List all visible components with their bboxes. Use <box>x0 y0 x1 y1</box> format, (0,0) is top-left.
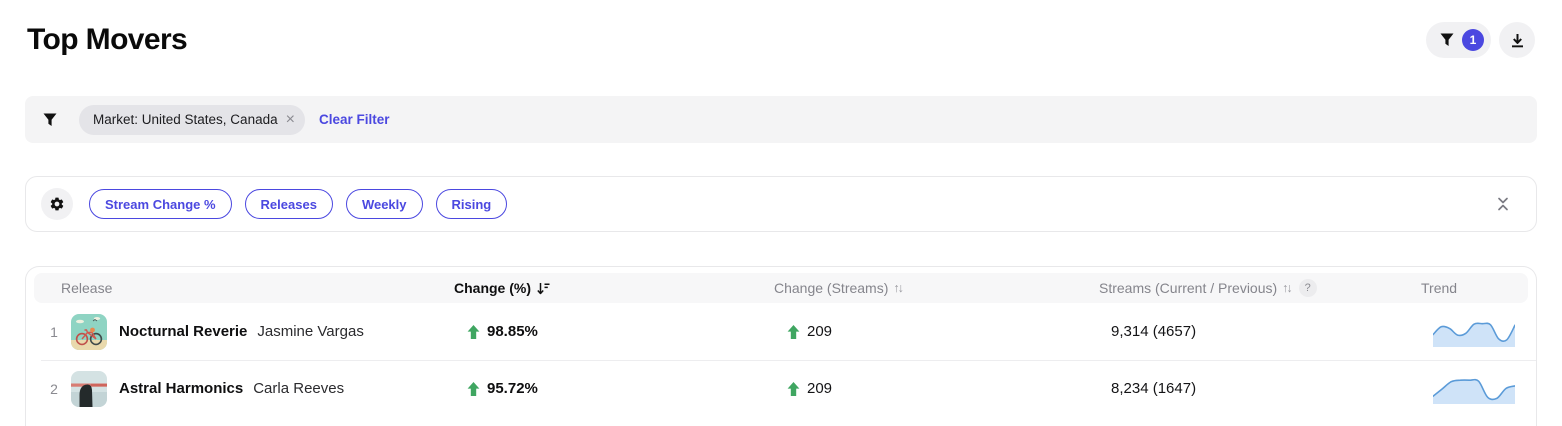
arrow-up-icon <box>466 324 481 340</box>
column-header-streams[interactable]: Streams (Current / Previous) ↑↓ ? <box>1099 279 1421 297</box>
controls-bar: Stream Change % Releases Weekly Rising <box>25 176 1537 232</box>
artist-name[interactable]: Carla Reeves <box>253 380 345 397</box>
streams-value: 8,234 (1647) <box>1111 380 1197 397</box>
clear-filter-link[interactable]: Clear Filter <box>318 112 390 127</box>
filter-pill[interactable]: Releases <box>244 189 333 219</box>
change-pct-cell: 98.85% <box>466 323 786 340</box>
release-cell: 2 Astral Harmonics Carla Reeves <box>46 370 466 407</box>
streams-value: 9,314 (4657) <box>1111 323 1197 340</box>
trend-sparkline <box>1433 378 1515 404</box>
remove-filter-icon[interactable]: × <box>285 110 295 128</box>
release-title[interactable]: Astral Harmonics <box>119 380 244 397</box>
trend-sparkline <box>1433 322 1515 347</box>
filter-toggle-button[interactable]: 1 <box>1426 22 1491 58</box>
sort-toggle-icon[interactable]: ↑↓ <box>1282 281 1292 295</box>
change-streams-cell: 209 <box>786 323 1111 340</box>
album-art[interactable] <box>71 370 107 407</box>
change-pct-cell: 95.72% <box>466 380 786 397</box>
sort-toggle-icon[interactable]: ↑↓ <box>893 281 903 295</box>
market-filter-chip[interactable]: Market: United States, Canada × <box>79 104 305 135</box>
filters-funnel-icon <box>42 112 58 128</box>
rank-number: 2 <box>50 380 58 397</box>
arrow-up-icon <box>466 381 481 397</box>
change-streams-cell: 209 <box>786 380 1111 397</box>
gear-icon <box>49 196 65 212</box>
filter-pill[interactable]: Rising <box>435 189 508 219</box>
help-icon[interactable]: ? <box>1298 279 1317 297</box>
change-streams-value: 209 <box>807 323 833 340</box>
filter-funnel-icon <box>1439 32 1455 48</box>
change-pct-value: 95.72% <box>487 380 538 397</box>
active-filters-bar: Market: United States, Canada × Clear Fi… <box>25 96 1537 143</box>
market-filter-chip-label: Market: United States, Canada <box>93 112 278 127</box>
artist-name[interactable]: Jasmine Vargas <box>257 323 364 340</box>
filter-count-badge: 1 <box>1462 29 1484 51</box>
arrow-up-icon <box>786 381 801 397</box>
collapse-panel-button[interactable] <box>1494 195 1512 213</box>
filter-pill-group: Stream Change % Releases Weekly Rising <box>89 189 1494 219</box>
trend-cell <box>1433 374 1536 404</box>
release-cell: 1 Nocturnal Reverie Jasmine Vargas <box>46 313 466 350</box>
arrow-up-icon <box>786 324 801 340</box>
column-header-change-pct[interactable]: Change (%) <box>454 280 774 296</box>
download-button[interactable] <box>1499 22 1535 58</box>
collapse-vertical-icon <box>1494 195 1512 213</box>
release-title[interactable]: Nocturnal Reverie <box>119 323 248 340</box>
change-streams-value: 209 <box>807 380 833 397</box>
download-icon <box>1509 32 1526 49</box>
sort-descending-icon[interactable] <box>536 281 551 296</box>
column-header-release[interactable]: Release <box>61 280 113 296</box>
change-pct-value: 98.85% <box>487 323 538 340</box>
top-movers-page: Top Movers 1 <box>0 20 1562 426</box>
column-header-trend: Trend <box>1421 280 1458 296</box>
top-movers-table: Release Change (%) Change (Streams) ↑↓ S… <box>25 266 1537 426</box>
header-actions: 1 <box>1426 22 1535 58</box>
filter-pill[interactable]: Weekly <box>345 189 423 219</box>
column-header-change-streams[interactable]: Change (Streams) ↑↓ <box>774 280 904 296</box>
page-header: Top Movers 1 <box>27 20 1535 60</box>
filter-pill[interactable]: Stream Change % <box>89 189 232 219</box>
table-body: 1 Nocturnal Reverie Jasmine Vargas 98.85… <box>26 303 1536 417</box>
page-title: Top Movers <box>27 23 188 56</box>
album-art[interactable] <box>71 313 107 350</box>
settings-button[interactable] <box>41 188 73 220</box>
table-header-row: Release Change (%) Change (Streams) ↑↓ S… <box>34 273 1528 303</box>
rank-number: 1 <box>50 323 58 340</box>
table-row[interactable]: 2 Astral Harmonics Carla Reeves 95.72% 2… <box>26 360 1536 417</box>
trend-cell <box>1433 317 1536 347</box>
table-row[interactable]: 1 Nocturnal Reverie Jasmine Vargas 98.85… <box>26 303 1536 360</box>
